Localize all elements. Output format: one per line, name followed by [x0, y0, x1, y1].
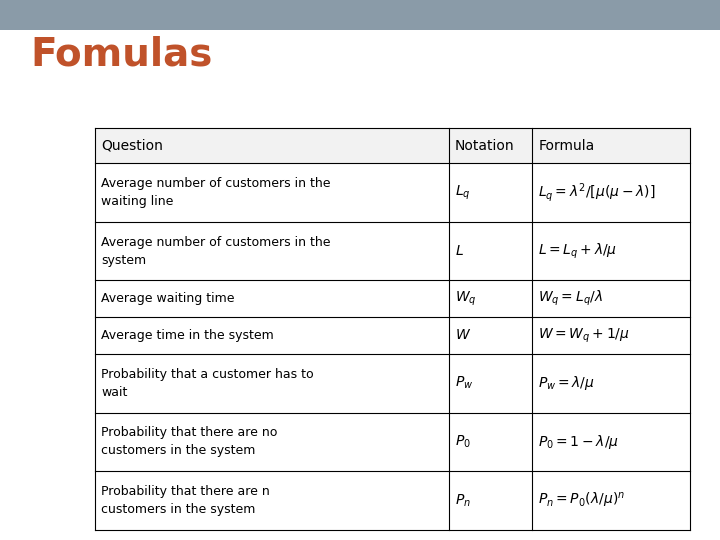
Text: Average time in the system: Average time in the system — [101, 329, 274, 342]
Text: $P_0$: $P_0$ — [455, 434, 471, 450]
Text: $P_0 = 1 - \lambda/\mu$: $P_0 = 1 - \lambda/\mu$ — [539, 433, 619, 451]
Text: $W = W_q + 1/\mu$: $W = W_q + 1/\mu$ — [539, 326, 630, 345]
Text: Average number of customers in the
waiting line: Average number of customers in the waiti… — [101, 177, 330, 208]
Text: $L$: $L$ — [455, 244, 464, 258]
Text: $W_q = L_q/\lambda$: $W_q = L_q/\lambda$ — [539, 289, 603, 308]
Text: $W_q$: $W_q$ — [455, 289, 477, 308]
Text: $P_n$: $P_n$ — [455, 492, 471, 509]
Text: Probability that there are no
customers in the system: Probability that there are no customers … — [101, 427, 277, 457]
Text: Question: Question — [101, 138, 163, 152]
Text: $L_q$: $L_q$ — [455, 183, 471, 201]
Text: $L_q = \lambda^2/[\mu(\mu - \lambda)]$: $L_q = \lambda^2/[\mu(\mu - \lambda)]$ — [539, 181, 656, 204]
Text: Fomulas: Fomulas — [30, 36, 212, 74]
Text: Probability that there are n
customers in the system: Probability that there are n customers i… — [101, 485, 270, 516]
Text: $P_w = \lambda/\mu$: $P_w = \lambda/\mu$ — [539, 374, 595, 392]
Bar — [95, 128, 690, 163]
Text: $W$: $W$ — [455, 328, 471, 342]
Text: Probability that a customer has to
wait: Probability that a customer has to wait — [101, 368, 314, 399]
Text: Average number of customers in the
system: Average number of customers in the syste… — [101, 235, 330, 267]
Text: Average waiting time: Average waiting time — [101, 292, 235, 305]
Bar — [0, 0, 720, 30]
Text: Notation: Notation — [455, 138, 515, 152]
Text: $P_n = P_0(\lambda/\mu)^n$: $P_n = P_0(\lambda/\mu)^n$ — [539, 491, 626, 510]
Text: $P_w$: $P_w$ — [455, 375, 473, 392]
Text: $L = L_q + \lambda/\mu$: $L = L_q + \lambda/\mu$ — [539, 241, 618, 261]
Text: Formula: Formula — [539, 138, 595, 152]
